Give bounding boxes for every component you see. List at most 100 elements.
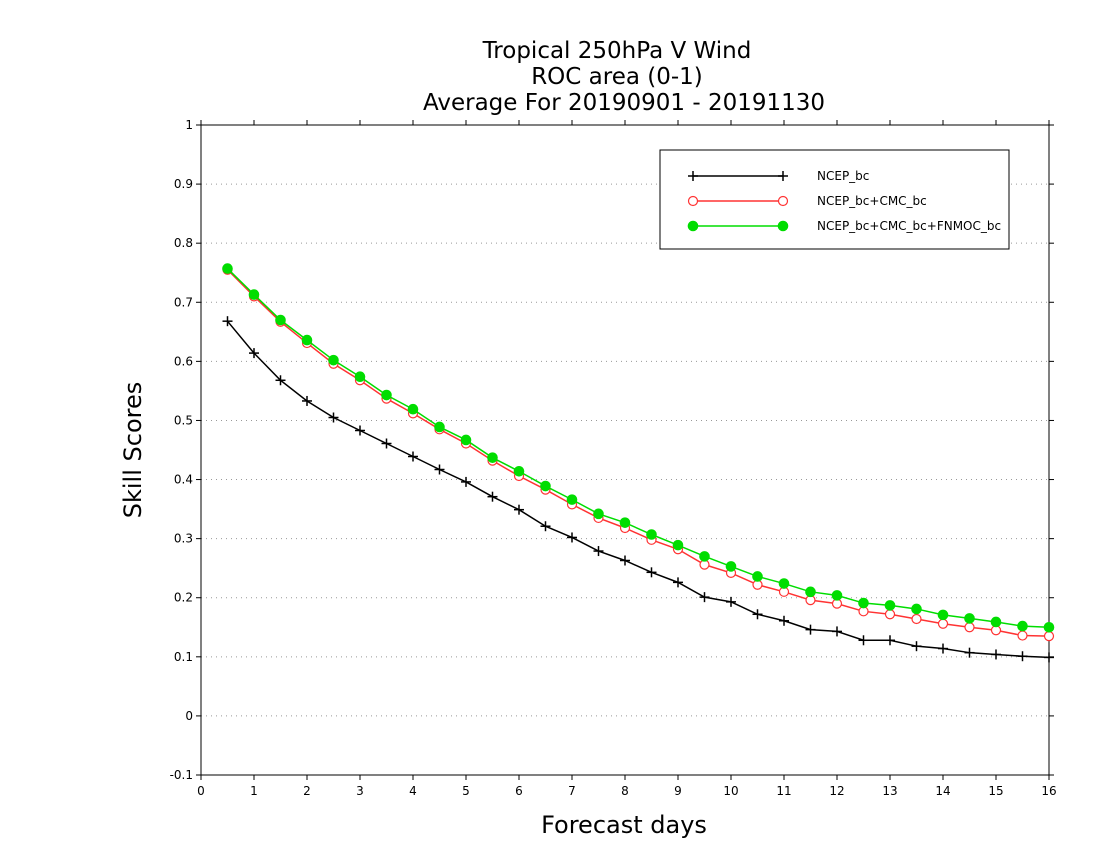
data-point — [302, 395, 312, 406]
data-point — [964, 613, 975, 624]
series-line — [226, 320, 1050, 659]
series-line — [226, 269, 1050, 637]
data-point — [884, 609, 896, 620]
data-point — [593, 508, 604, 520]
data-point — [1017, 630, 1028, 641]
data-point — [222, 316, 233, 327]
data-point — [937, 618, 949, 629]
x-tick-label: 16 — [1041, 784, 1056, 798]
legend-label: NCEP_bc+CMC_bc+FNMOC_bc — [817, 219, 1001, 233]
data-point — [328, 412, 339, 423]
x-tick-label: 2 — [303, 784, 311, 798]
data-point — [248, 289, 260, 300]
data-point — [752, 571, 763, 582]
y-tick-label: 0.5 — [174, 413, 193, 427]
data-point — [858, 597, 869, 609]
x-tick-label: 0 — [197, 784, 205, 798]
data-point — [991, 649, 1001, 660]
data-point — [937, 609, 949, 621]
axis-ticks: -0.100.10.20.30.40.50.60.70.80.910 1 2 3 4 5 6… — [170, 118, 1057, 798]
data-point — [672, 539, 684, 551]
series-NCEP_bc+CMC_bc+FNMOC_bc — [222, 263, 1055, 633]
data-point — [540, 480, 551, 492]
chart-title-line-1: Tropical 250hPa V Wind — [482, 38, 752, 64]
data-point — [964, 622, 975, 633]
y-tick-label: 0 — [185, 709, 193, 723]
data-point — [699, 592, 710, 603]
x-tick-label: 12 — [829, 784, 844, 798]
legend-item: NCEP_bc+CMC_bc — [687, 194, 927, 208]
legend-marker — [687, 195, 699, 207]
data-point — [619, 517, 631, 528]
data-point — [354, 371, 366, 383]
legend-label: NCEP_bc+CMC_bc — [817, 194, 927, 208]
data-point — [566, 494, 578, 505]
data-point — [831, 590, 843, 601]
data-point — [673, 577, 683, 588]
data-point — [434, 421, 445, 433]
data-point — [249, 348, 259, 359]
series-layer — [222, 263, 1055, 663]
data-point — [805, 624, 816, 635]
data-point — [752, 609, 763, 620]
data-point — [726, 596, 736, 607]
x-tick-label: 8 — [621, 784, 629, 798]
y-tick-label: 1 — [185, 118, 193, 132]
data-point — [381, 438, 392, 449]
data-point — [275, 314, 286, 326]
x-tick-label: 6 — [515, 784, 523, 798]
series-line — [226, 268, 1050, 629]
x-tick-label: 9 — [674, 784, 682, 798]
y-tick-label: 0.9 — [174, 177, 193, 191]
legend-marker — [687, 220, 699, 232]
data-point — [407, 403, 419, 415]
y-tick-label: 0.4 — [174, 473, 193, 487]
data-point — [487, 491, 498, 502]
legend: NCEP_bc NCEP_bc+CMC_bc NCEP_bc+CMC_bc+FNMO… — [659, 149, 1010, 250]
data-point — [778, 578, 790, 589]
data-point — [911, 603, 922, 615]
y-tick-label: 0.2 — [174, 591, 193, 605]
legend-marker — [777, 195, 789, 207]
x-tick-label: 11 — [776, 784, 791, 798]
data-point — [1043, 631, 1055, 642]
legend-marker — [778, 171, 788, 181]
data-point — [990, 616, 1002, 628]
x-tick-label: 7 — [568, 784, 576, 798]
x-tick-label: 5 — [462, 784, 470, 798]
legend-box — [659, 149, 1010, 250]
data-point — [911, 641, 922, 652]
data-point — [938, 643, 948, 654]
series-NCEP_bc — [222, 316, 1054, 663]
y-tick-label: 0.3 — [174, 532, 193, 546]
data-point — [355, 425, 365, 436]
data-point — [275, 375, 286, 386]
data-point — [699, 551, 710, 562]
data-point — [301, 334, 313, 346]
data-point — [1044, 652, 1054, 663]
legend-item: NCEP_bc+CMC_bc+FNMOC_bc — [687, 219, 1001, 233]
data-point — [381, 389, 392, 401]
grid-lines — [201, 183, 1049, 717]
data-point — [858, 635, 869, 646]
data-point — [620, 555, 630, 566]
data-point — [646, 567, 657, 578]
data-point — [513, 465, 525, 477]
y-tick-label: 0.8 — [174, 236, 193, 250]
data-point — [487, 452, 498, 463]
data-point — [593, 546, 604, 557]
data-point — [884, 600, 896, 611]
y-tick-label: 0.1 — [174, 650, 193, 664]
y-axis-title: Skill Scores — [119, 382, 147, 519]
chart-title-line-3: Average For 20190901 - 20191130 — [423, 90, 825, 116]
x-tick-label: 13 — [882, 784, 897, 798]
x-tick-label: 3 — [356, 784, 364, 798]
y-tick-label: -0.1 — [170, 768, 193, 782]
data-point — [540, 521, 551, 532]
data-point — [460, 434, 472, 446]
x-axis-title: Forecast days — [541, 811, 707, 839]
data-point — [222, 263, 233, 274]
legend-label: NCEP_bc — [817, 169, 869, 183]
legend-item: NCEP_bc — [688, 169, 869, 183]
